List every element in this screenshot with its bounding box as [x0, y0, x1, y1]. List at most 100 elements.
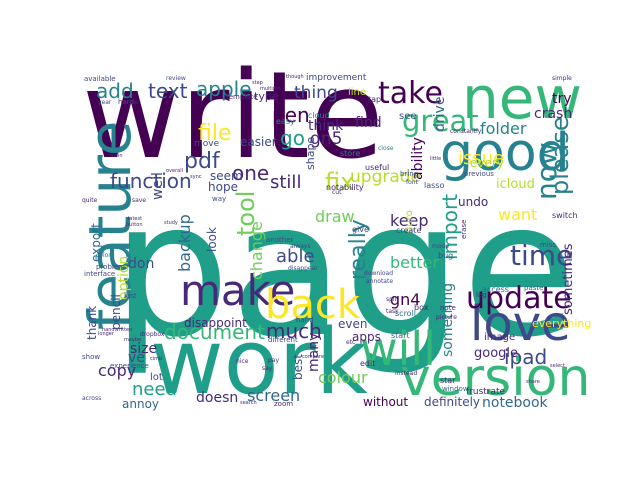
word-new: new [462, 64, 582, 132]
word-backup: backup [175, 214, 194, 272]
word-hope: hope [208, 180, 238, 194]
word-crash: crash [534, 106, 572, 122]
word-size: size [130, 341, 157, 357]
word-download: download [364, 270, 393, 277]
word-latest: latest [128, 216, 142, 222]
word-sync: sync [190, 174, 202, 180]
word-issue: issue [458, 148, 504, 169]
word-document: document [164, 320, 265, 344]
word-line: line [348, 87, 366, 98]
word-apps: apps [352, 330, 381, 344]
word-thank: thank [85, 306, 99, 340]
word-disappear: disappear [288, 265, 318, 272]
word-zoom: zoom [274, 400, 293, 408]
word-look: look [205, 227, 219, 252]
word-now: now [530, 142, 563, 200]
word-store: store [340, 149, 360, 158]
word-drive: drive [432, 97, 448, 132]
word-function: function [110, 169, 192, 193]
word-hand: hand [296, 316, 314, 324]
word-screen: screen [247, 386, 300, 405]
word-page: page [112, 161, 577, 378]
word-list: pagewriteworknewgoodfeatureversionlovewi… [76, 47, 591, 415]
word-take: take [378, 76, 443, 111]
word-ve: ve [128, 350, 145, 366]
word-make: make [180, 266, 295, 315]
word-disappoint: disappoint [184, 316, 247, 330]
word-improvement: improvement [306, 73, 367, 83]
word-dropbox: dropbox [140, 331, 165, 338]
word-file: file [198, 121, 232, 146]
word-study: study [164, 220, 178, 226]
word-able: able [276, 246, 315, 267]
word-cut: cut [332, 189, 342, 196]
word-frustrate: frustrate [466, 387, 506, 397]
word-notability: notability [326, 183, 364, 192]
word-image: image [484, 332, 515, 343]
word-select: select [550, 363, 565, 369]
word-button: button [126, 222, 143, 228]
word-annotate: annotate [366, 278, 393, 285]
word-think: think [308, 118, 344, 134]
word-notebook: notebook [482, 395, 549, 411]
word-way: way [212, 195, 226, 203]
word-previous: previous [464, 170, 494, 178]
word-seem: seem [210, 169, 243, 183]
word-bring: bring [400, 170, 418, 178]
word-handwritten: handwritten [102, 327, 132, 333]
word-paste: paste [524, 284, 543, 292]
word-interface: interface [84, 270, 115, 278]
word-top: top [130, 100, 138, 106]
word-copy: copy [98, 361, 136, 380]
word-better: better [390, 253, 439, 272]
word-pdf: pdf [184, 149, 221, 174]
word-definitely: definitely [424, 395, 480, 409]
word-bug: bug [438, 251, 453, 260]
word-multiple: multiple [260, 86, 280, 92]
word-maybe: maybe [124, 337, 141, 343]
word-erase: erase [460, 220, 468, 239]
word-pencil: pencil [109, 294, 123, 330]
word-box: box [414, 303, 429, 312]
word-go: go [280, 126, 305, 150]
word-quite: quite [82, 197, 98, 204]
word-constantly: constantly [450, 128, 482, 135]
word-google: google [474, 346, 518, 361]
word-without: without [363, 395, 408, 409]
word-still: still [270, 172, 301, 193]
word-colour: colour [318, 368, 368, 387]
word-gn5: gn5 [310, 129, 342, 149]
word-well: well [150, 172, 166, 200]
word-hard: hard [118, 98, 134, 106]
word-picture: picture [436, 314, 457, 321]
word-upgrade: upgrade [350, 167, 421, 187]
word-gn4: gn4 [390, 290, 420, 309]
word-star: star [440, 376, 456, 385]
word-cloud: cloud [308, 111, 330, 120]
word-everything: everything [532, 317, 591, 330]
word-different: different [268, 336, 298, 344]
word-font: font [406, 179, 419, 186]
word-need: need [132, 379, 177, 400]
word-save: save [132, 197, 146, 204]
word-good: good [440, 123, 570, 183]
word-split: split [386, 296, 399, 303]
word-experience: experience [110, 362, 149, 370]
word-many: many [306, 333, 322, 372]
word-review: review [166, 75, 186, 82]
word-undo: undo [458, 195, 488, 209]
word-much: much [266, 319, 322, 343]
word-really: really [346, 219, 371, 280]
word-year: year [98, 99, 112, 106]
word-want: want [498, 205, 537, 224]
word-update: update [466, 281, 572, 316]
word-draw: draw [315, 207, 355, 226]
word-see: see [399, 111, 417, 122]
word-option: option [116, 256, 132, 300]
word-great: great [402, 104, 479, 138]
word-please: please [546, 116, 574, 195]
word-say: say [262, 365, 273, 372]
word-mode: mode [432, 243, 449, 250]
word-one: one [232, 161, 269, 185]
word-etc: etc [346, 339, 355, 346]
